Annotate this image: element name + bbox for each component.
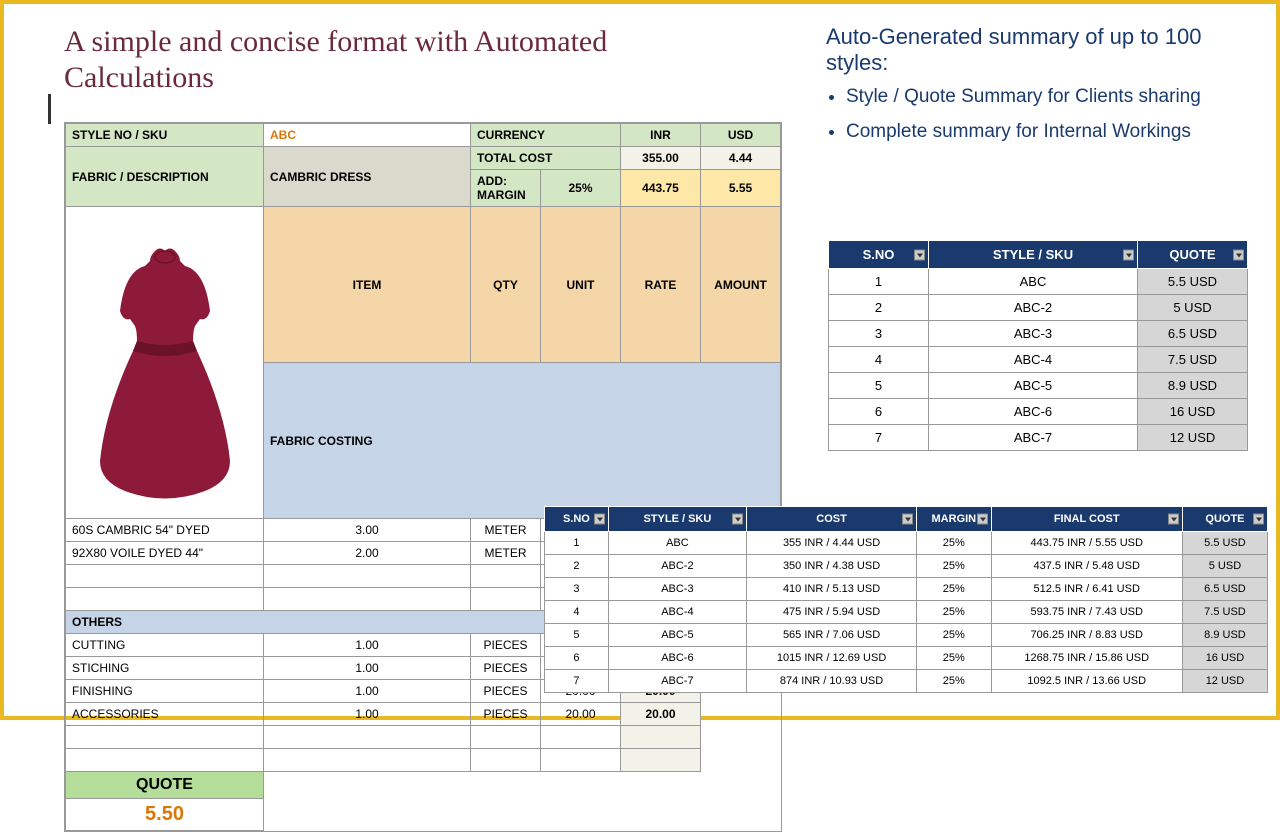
filter-icon[interactable] [1123, 249, 1134, 260]
table-row: 3ABC-36.5 USD [829, 321, 1248, 347]
currency-inr: INR [621, 124, 701, 147]
table-row: 6ABC-61015 INR / 12.69 USD25%1268.75 INR… [545, 647, 1268, 670]
label-fabric-desc: FABRIC / DESCRIPTION [66, 147, 264, 207]
quote-label: QUOTE [66, 772, 264, 799]
margin-pct: 25% [541, 170, 621, 207]
title-accent-bar [48, 94, 51, 124]
summary-bullets: Style / Quote Summary for Clients sharin… [826, 84, 1246, 153]
dress-image-icon [75, 231, 255, 511]
filter-icon[interactable] [594, 514, 605, 525]
col-style-sku[interactable]: STYLE / SKU [929, 241, 1138, 269]
col-final-cost[interactable]: FINAL COST [991, 507, 1182, 532]
label-add-margin: ADD: MARGIN [471, 170, 541, 207]
table-row: 1ABC355 INR / 4.44 USD25%443.75 INR / 5.… [545, 532, 1268, 555]
col-cost[interactable]: COST [747, 507, 917, 532]
col-rate: RATE [621, 207, 701, 363]
filter-icon[interactable] [977, 514, 988, 525]
table-row: 7ABC-7874 INR / 10.93 USD25%1092.5 INR /… [545, 670, 1268, 693]
table-row: 3ABC-3410 INR / 5.13 USD25%512.5 INR / 6… [545, 578, 1268, 601]
value-fabric: CAMBRIC DRESS [264, 147, 471, 207]
col-qty: QTY [471, 207, 541, 363]
col-margin[interactable]: MARGIN [917, 507, 991, 532]
col-unit: UNIT [541, 207, 621, 363]
table-row: 1ABC5.5 USD [829, 269, 1248, 295]
label-style-no: STYLE NO / SKU [66, 124, 264, 147]
margin-usd: 5.55 [701, 170, 781, 207]
quote-value: 5.50 [66, 799, 264, 831]
col-item: ITEM [264, 207, 471, 363]
label-currency: CURRENCY [471, 124, 621, 147]
filter-icon[interactable] [1168, 514, 1179, 525]
table-row: 7ABC-712 USD [829, 425, 1248, 451]
table-row: 2ABC-25 USD [829, 295, 1248, 321]
bullet-item: Style / Quote Summary for Clients sharin… [846, 84, 1246, 111]
product-image-cell [66, 207, 264, 519]
margin-inr: 443.75 [621, 170, 701, 207]
col-sno[interactable]: S.NO [545, 507, 609, 532]
label-total-cost: TOTAL COST [471, 147, 621, 170]
table-row: 6ABC-616 USD [829, 399, 1248, 425]
filter-icon[interactable] [732, 514, 743, 525]
internal-summary-table: S.NO STYLE / SKU COST MARGIN FINAL COST … [544, 506, 1268, 693]
table-row: ACCESSORIES1.00PIECES20.0020.00 [66, 703, 781, 726]
client-summary-table: S.NO STYLE / SKU QUOTE 1ABC5.5 USD2ABC-2… [828, 240, 1248, 451]
bullet-item: Complete summary for Internal Workings [846, 119, 1246, 146]
main-title: A simple and concise format with Automat… [64, 24, 664, 96]
col-amount: AMOUNT [701, 207, 781, 363]
col-quote[interactable]: QUOTE [1182, 507, 1267, 532]
filter-icon[interactable] [914, 249, 925, 260]
table-row: 4ABC-47.5 USD [829, 347, 1248, 373]
filter-icon[interactable] [902, 514, 913, 525]
total-inr: 355.00 [621, 147, 701, 170]
table-row: 5ABC-58.9 USD [829, 373, 1248, 399]
section-fabric-costing: FABRIC COSTING [264, 363, 781, 519]
value-sku: ABC [264, 124, 471, 147]
table-row: 5ABC-5565 INR / 7.06 USD25%706.25 INR / … [545, 624, 1268, 647]
table-row: 4ABC-4475 INR / 5.94 USD25%593.75 INR / … [545, 601, 1268, 624]
costing-sheet: STYLE NO / SKU ABC CURRENCY INR USD FABR… [64, 122, 782, 832]
currency-usd: USD [701, 124, 781, 147]
summary-title: Auto-Generated summary of up to 100 styl… [826, 24, 1246, 77]
col-sno[interactable]: S.NO [829, 241, 929, 269]
col-style-sku[interactable]: STYLE / SKU [608, 507, 746, 532]
filter-icon[interactable] [1233, 249, 1244, 260]
col-quote[interactable]: QUOTE [1138, 241, 1248, 269]
total-usd: 4.44 [701, 147, 781, 170]
table-row: 2ABC-2350 INR / 4.38 USD25%437.5 INR / 5… [545, 555, 1268, 578]
filter-icon[interactable] [1253, 514, 1264, 525]
